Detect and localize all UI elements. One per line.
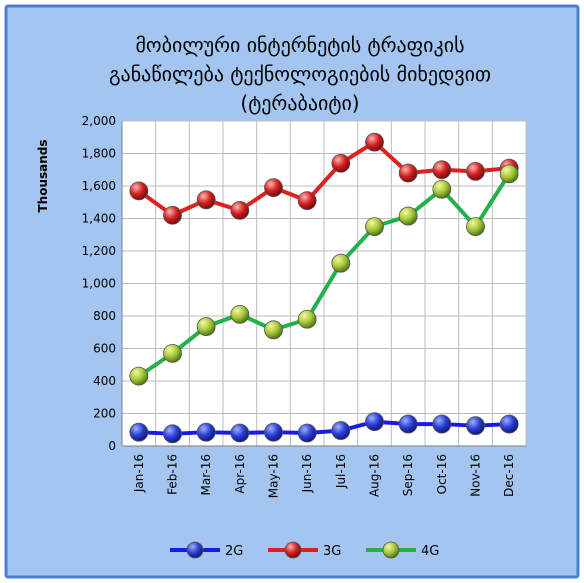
data-point — [163, 205, 182, 225]
data-point — [499, 414, 519, 434]
y-tick-label: 1,000 — [82, 277, 116, 291]
x-tick-label: Aug-16 — [368, 454, 382, 497]
y-tick-label: 0 — [108, 439, 116, 453]
legend-swatch-marker — [382, 541, 400, 559]
x-tick-label: May-16 — [267, 454, 281, 498]
y-axis: 0 200 400 600 800 1,000 1,200 1,400 1,600 1,800 2,… — [82, 114, 123, 453]
chart-title: მობილური ინტერნეტის ტრაფიკის განაწილება … — [109, 33, 491, 115]
x-tick-label: Sep-16 — [401, 454, 415, 496]
x-tick-label: Mar-16 — [199, 454, 213, 495]
data-point — [196, 422, 216, 442]
data-point — [466, 217, 485, 237]
data-point — [163, 424, 182, 444]
y-tick-label: 1,800 — [82, 147, 116, 161]
x-tick-label: Apr-16 — [233, 454, 247, 494]
data-point — [466, 416, 485, 436]
x-tick-label: Feb-16 — [166, 454, 180, 495]
data-point — [398, 414, 418, 434]
y-tick-label: 200 — [93, 407, 116, 421]
y-tick-label: 600 — [93, 342, 116, 356]
data-point — [264, 178, 283, 198]
data-point — [365, 132, 384, 152]
legend: 2G 3G 4G — [170, 541, 439, 559]
legend-swatch-marker — [186, 541, 204, 559]
x-tick-label: Jul-16 — [334, 454, 348, 489]
x-tick-label: Jan-16 — [132, 454, 146, 493]
legend-label: 2G — [225, 544, 243, 559]
data-point — [129, 422, 149, 442]
y-tick-label: 2,000 — [82, 114, 116, 128]
data-point — [230, 200, 250, 220]
legend-swatch-marker — [284, 541, 302, 559]
data-point — [365, 412, 384, 432]
x-tick-label: Dec-16 — [502, 454, 516, 497]
data-point — [264, 422, 283, 442]
data-point — [331, 421, 351, 440]
data-point — [432, 179, 452, 199]
data-point — [297, 309, 317, 329]
data-point — [230, 423, 250, 443]
data-point — [297, 423, 317, 443]
data-point — [398, 163, 418, 183]
data-point — [297, 191, 317, 211]
legend-item-2G: 2G — [170, 541, 243, 559]
chart-title-line-2: განაწილება ტექნოლოგიების მიხედვით — [109, 62, 491, 86]
data-point — [499, 164, 519, 184]
data-point — [432, 160, 452, 180]
series — [129, 132, 519, 444]
data-point — [331, 253, 351, 273]
legend-item-3G: 3G — [268, 541, 341, 559]
data-point — [196, 317, 216, 336]
x-tick-label: Oct-16 — [435, 454, 449, 494]
x-axis: Jan-16 Feb-16 Mar-16 Apr-16 May-16 Jun-16 Jul-… — [122, 445, 526, 498]
data-point — [230, 304, 250, 324]
y-tick-label: 1,200 — [82, 244, 116, 258]
data-point — [264, 320, 283, 340]
gridlines — [122, 120, 527, 446]
y-tick-label: 1,600 — [82, 179, 116, 193]
data-point — [466, 161, 485, 181]
series-2G — [129, 412, 519, 444]
legend-label: 3G — [323, 544, 341, 559]
series-4G — [129, 164, 519, 386]
y-tick-label: 1,400 — [82, 212, 116, 226]
legend-item-4G: 4G — [366, 541, 439, 559]
y-tick-label: 800 — [93, 309, 116, 323]
x-tick-label: Jun-16 — [300, 454, 314, 493]
data-point — [331, 153, 351, 173]
data-point — [365, 217, 384, 237]
data-point — [163, 343, 182, 363]
data-point — [129, 366, 149, 386]
legend-label: 4G — [421, 544, 439, 559]
data-point — [196, 190, 216, 210]
y-tick-label: 400 — [93, 374, 116, 388]
y-axis-title: Thousands — [36, 139, 50, 212]
data-point — [398, 206, 418, 226]
x-tick-label: Nov-16 — [469, 454, 483, 497]
data-point — [129, 181, 149, 201]
chart-title-line-3: (ტერაბაიტი) — [240, 91, 359, 115]
chart-title-line-1: მობილური ინტერნეტის ტრაფიკის — [135, 33, 464, 57]
data-point — [432, 414, 452, 434]
